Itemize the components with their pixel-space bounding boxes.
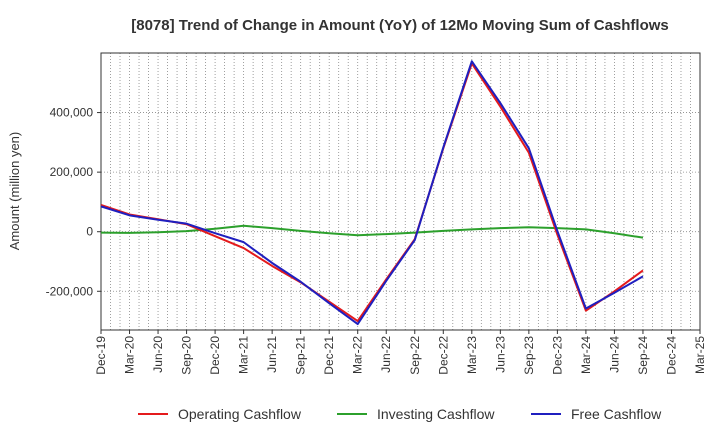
x-tick-label: Mar-21 <box>237 336 251 374</box>
legend-label-free-cashflow: Free Cashflow <box>571 406 662 422</box>
x-tick-label: Jun-21 <box>265 336 279 373</box>
x-tick-label: Mar-22 <box>351 336 365 374</box>
x-tick-label: Mar-24 <box>579 336 593 374</box>
x-tick-label: Dec-20 <box>208 336 222 375</box>
y-tick-label: 400,000 <box>50 106 94 120</box>
x-tick-label: Dec-21 <box>322 336 336 375</box>
x-tick-label: Dec-22 <box>436 336 450 375</box>
grid-lines <box>100 53 701 330</box>
y-tick-label: -200,000 <box>46 284 94 298</box>
x-tick-label: Sep-21 <box>294 336 308 375</box>
x-tick-label: Mar-23 <box>465 336 479 374</box>
y-tick-labels: -200,000 0 200,000 400,000 <box>46 106 101 298</box>
series-lines <box>100 60 644 326</box>
y-tick-label: 200,000 <box>50 165 94 179</box>
y-tick-label: 0 <box>86 225 93 239</box>
x-tick-labels: Dec-19 Mar-20 Jun-20 Sep-20 Dec-20 Mar-21 Jun-… <box>94 330 707 375</box>
x-tick-label: Mar-20 <box>123 336 137 374</box>
plot-area <box>100 52 701 331</box>
x-tick-label: Sep-22 <box>408 336 422 375</box>
x-tick-label: Sep-20 <box>180 336 194 375</box>
x-tick-label: Jun-24 <box>607 336 621 373</box>
x-tick-label: Jun-20 <box>151 336 165 373</box>
x-tick-label: Dec-23 <box>550 336 564 375</box>
x-tick-label: Mar-25 <box>693 336 707 374</box>
y-axis-label: Amount (million yen) <box>7 132 22 251</box>
x-tick-label: Jun-22 <box>379 336 393 373</box>
x-tick-label: Sep-23 <box>522 336 536 375</box>
series-line-investing-cashflow <box>100 224 644 239</box>
legend-label-operating-cashflow: Operating Cashflow <box>178 406 302 422</box>
x-tick-label: Dec-19 <box>94 336 108 375</box>
legend: Operating Cashflow Investing Cashflow Free… <box>138 406 662 422</box>
series-line-operating-cashflow <box>100 62 644 323</box>
x-tick-label: Dec-24 <box>664 336 678 375</box>
series-line-free-cashflow <box>100 60 644 326</box>
chart-title: [8078] Trend of Change in Amount (YoY) o… <box>131 17 669 34</box>
x-tick-label: Jun-23 <box>493 336 507 373</box>
x-tick-label: Sep-24 <box>636 336 650 375</box>
legend-label-investing-cashflow: Investing Cashflow <box>377 406 495 422</box>
